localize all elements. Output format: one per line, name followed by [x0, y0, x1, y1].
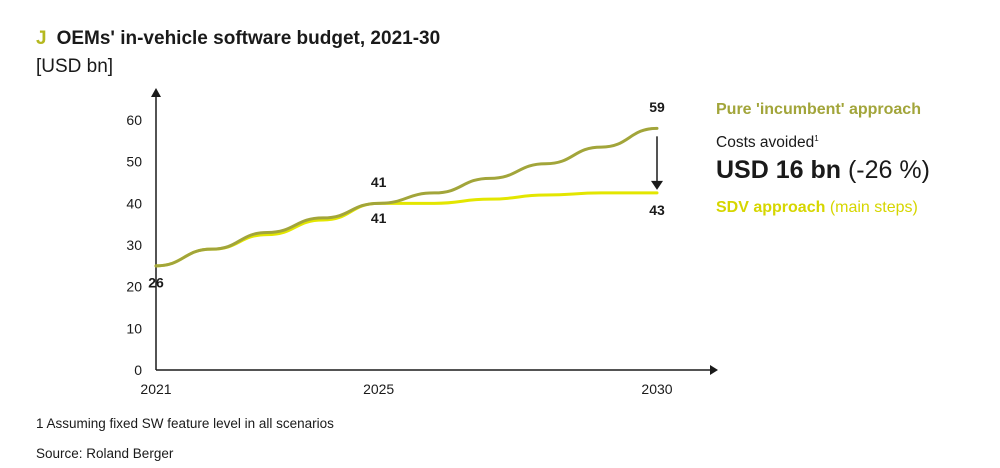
legend-sdv-rest: (main steps): [829, 199, 918, 216]
data-label: 26: [148, 275, 164, 291]
series-line-incumbent: [154, 126, 659, 268]
legend-incumbent: Pure 'incumbent' approach: [716, 101, 921, 118]
data-label: 59: [649, 99, 665, 115]
y-tick-label: 0: [134, 362, 142, 378]
y-tick-label: 30: [126, 237, 142, 253]
y-axis-arrow: [151, 88, 161, 97]
y-tick-label: 10: [126, 320, 142, 336]
footnote-ref: 1: [814, 134, 819, 143]
source-note: Source: Roland Berger: [36, 446, 174, 461]
y-tick-label: 40: [126, 195, 142, 211]
x-axis-arrow: [710, 365, 718, 375]
section-marker: J: [36, 28, 47, 49]
footnote: 1 Assuming fixed SW feature level in all…: [36, 416, 334, 431]
x-tick-label: 2030: [641, 381, 672, 397]
data-label: 41: [371, 174, 387, 190]
y-tick-label: 50: [126, 154, 142, 170]
chart-title: OEMs' in-vehicle software budget, 2021-3…: [56, 28, 441, 49]
costs-avoided-arrow-head: [651, 180, 663, 190]
costs-percent: (-26 %): [847, 156, 930, 184]
costs-avoided-label: Costs avoided1: [716, 134, 819, 152]
costs-avoided-text: Costs avoided: [716, 134, 815, 152]
legend-sdv: SDV approach (main steps): [716, 199, 918, 217]
costs-avoided-value: USD 16 bn (-26 %): [716, 156, 930, 185]
y-tick-label: 60: [126, 112, 142, 128]
x-tick-label: 2025: [363, 381, 394, 397]
data-label: 41: [371, 210, 387, 226]
chart-title-row: J OEMs' in-vehicle software budget, 2021-…: [36, 28, 440, 50]
unit-label: [USD bn]: [36, 56, 114, 77]
legend-sdv-bold: SDV approach: [716, 199, 826, 216]
y-tick-label: 20: [126, 279, 142, 295]
data-label: 43: [649, 202, 665, 218]
x-tick-label: 2021: [140, 381, 171, 397]
costs-amount: USD 16 bn: [716, 156, 842, 184]
series-line-sdv: [154, 191, 659, 268]
